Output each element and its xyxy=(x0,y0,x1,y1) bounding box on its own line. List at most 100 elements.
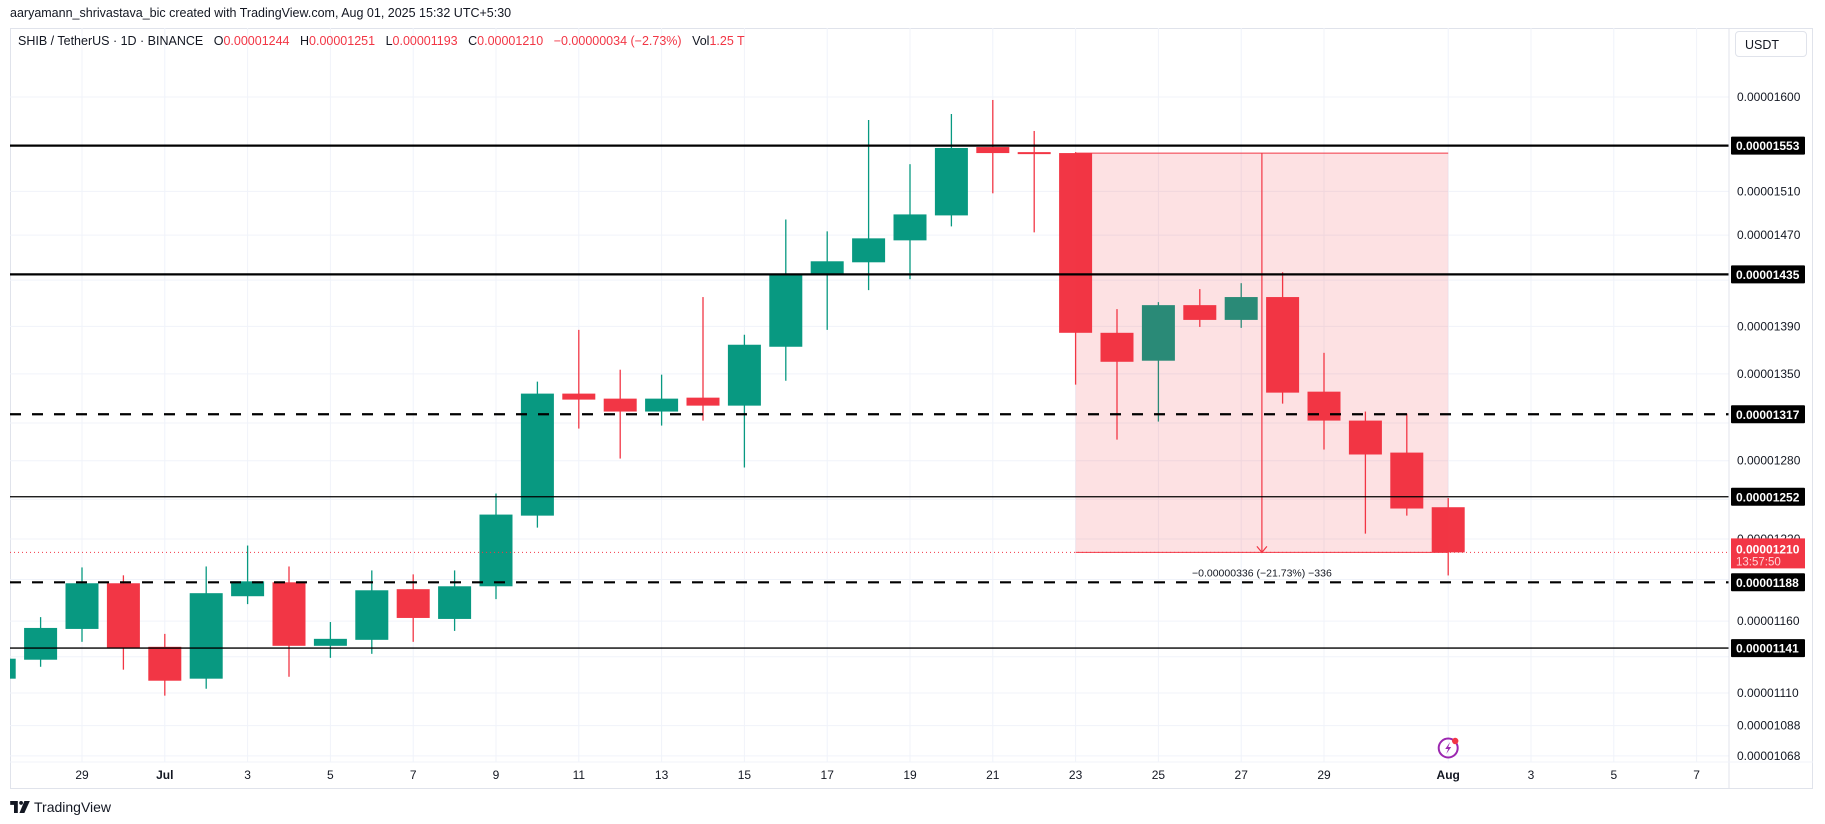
candle-body xyxy=(810,261,844,275)
candle-jul-2 xyxy=(189,566,223,689)
candle-body xyxy=(686,397,720,406)
current-price-tag xyxy=(1731,538,1805,569)
time-tick-label: 17 xyxy=(821,768,835,782)
candle-jul-27 xyxy=(1224,283,1258,328)
candle-body xyxy=(727,344,761,406)
candle-body xyxy=(189,593,223,679)
candle-jul-9 xyxy=(479,493,513,600)
time-tick-label: 13 xyxy=(655,768,669,782)
level-price-tag xyxy=(1731,405,1805,424)
time-tick-label: 5 xyxy=(327,768,334,782)
candle-jul-13 xyxy=(645,374,679,426)
time-tick-label: 29 xyxy=(75,768,89,782)
candle-series xyxy=(10,99,1465,696)
candle-body xyxy=(106,583,140,648)
candle-jul-7 xyxy=(396,574,430,642)
change-value: −0.00000034 (−2.73%) xyxy=(553,34,682,48)
price-tick-label: 0.00001160 xyxy=(1737,614,1800,628)
horizontal-levels[interactable] xyxy=(10,144,1729,649)
time-axis[interactable]: 29 Jul 3 5 7 9 11 13 15 17 19 21 23 25 27 29 Aug 3 5 7 xyxy=(10,761,1813,782)
price-tick-label: 0.00001350 xyxy=(1737,367,1801,381)
tradingview-logo[interactable]: TradingView xyxy=(10,799,111,815)
time-tick-label: 7 xyxy=(410,768,417,782)
time-tick-label: 27 xyxy=(1235,768,1249,782)
time-tick-label: Aug xyxy=(1437,768,1460,782)
tradingview-logo-icon xyxy=(10,801,30,813)
candle-jun-30 xyxy=(106,575,140,670)
price-range-label: −0.00000336 (−21.73%) −336 xyxy=(1192,567,1332,579)
price-tick-label: 0.00001088 xyxy=(1737,719,1801,733)
candle-body xyxy=(438,586,472,619)
candle-body xyxy=(1307,391,1341,421)
candle-jul-4 xyxy=(272,566,306,677)
level-price-tag-label: 0.00001141 xyxy=(1736,642,1799,656)
candle-body xyxy=(603,398,637,412)
time-tick-label: 9 xyxy=(493,768,500,782)
candle-body xyxy=(313,638,347,646)
bar-countdown: 13:57:50 xyxy=(1736,556,1781,568)
time-tick-label: 23 xyxy=(1069,768,1083,782)
candle-jul-15 xyxy=(727,334,761,468)
alert-icon[interactable] xyxy=(1437,737,1459,759)
candle-jul-25 xyxy=(1141,302,1175,422)
candle-jul-6 xyxy=(355,570,389,654)
candle-jul-19 xyxy=(893,164,927,280)
open-value: 0.00001244 xyxy=(223,34,290,48)
price-axis[interactable]: 0.00001600 0.00001510 0.00001470 0.00001390… xyxy=(1728,28,1805,789)
time-tick-label: 15 xyxy=(738,768,752,782)
notification-dot-icon xyxy=(1452,737,1459,745)
candle-jul-20 xyxy=(934,113,968,227)
candle-body xyxy=(1141,305,1175,361)
candle-body xyxy=(1224,297,1258,320)
time-tick-label: 21 xyxy=(986,768,1000,782)
candle-jul-8 xyxy=(438,570,472,631)
arrow-down-icon xyxy=(1256,546,1268,554)
lightning-circle-icon xyxy=(1437,737,1459,759)
candle-jul-11 xyxy=(562,329,596,429)
candle-jul-1 xyxy=(148,633,182,696)
candle-body xyxy=(10,658,16,679)
candle-jul-29 xyxy=(1307,352,1341,450)
close-value: 0.00001210 xyxy=(477,34,544,48)
symbol-title[interactable]: SHIB / TetherUS · 1D · BINANCE xyxy=(18,34,204,48)
low-label: L xyxy=(385,34,393,48)
high-label: H xyxy=(300,34,310,48)
open-label: O xyxy=(213,34,224,48)
candle-jun-27 xyxy=(10,658,16,679)
candle-jun-29 xyxy=(65,567,99,642)
price-tick-label: 0.00001390 xyxy=(1737,319,1801,333)
candle-body xyxy=(355,590,389,640)
candle-body xyxy=(1100,332,1134,362)
price-range-measure[interactable]: −0.00000336 (−21.73%) −336 xyxy=(1075,152,1449,579)
candle-body xyxy=(769,274,803,347)
high-value: 0.00001251 xyxy=(309,34,376,48)
candle-body xyxy=(65,583,99,629)
candle-body xyxy=(893,214,927,241)
time-tick-label: 3 xyxy=(244,768,251,782)
candle-jul-16 xyxy=(769,219,803,381)
price-tick-label: 0.00001600 xyxy=(1737,90,1801,104)
candle-body xyxy=(1183,305,1217,320)
level-price-tag-label: 0.00001317 xyxy=(1736,408,1800,422)
candle-body xyxy=(645,398,679,412)
close-label: C xyxy=(468,34,478,48)
volume-label: Vol xyxy=(692,34,710,48)
chart-panel xyxy=(10,28,1813,789)
lightning-bolt-icon xyxy=(1445,742,1452,754)
candle-jul-26 xyxy=(1183,289,1217,327)
time-tick-label: 19 xyxy=(903,768,917,782)
current-price-value: 0.00001210 xyxy=(1736,542,1800,556)
time-tick-label: 29 xyxy=(1317,768,1331,782)
time-tick-label: 11 xyxy=(573,768,586,782)
currency-button[interactable]: USDT xyxy=(1735,31,1807,57)
candle-body xyxy=(934,148,968,216)
candle-jul-23 xyxy=(1059,152,1093,385)
candle-jul-5 xyxy=(313,622,347,658)
candle-body xyxy=(1431,507,1465,553)
candle-body xyxy=(396,589,430,618)
price-tick-label: 0.00001110 xyxy=(1737,686,1799,700)
tradingview-brand: TradingView xyxy=(34,799,112,815)
chart-author-caption: aaryamann_shrivastava_bic created with T… xyxy=(10,6,512,20)
time-tick-label: 5 xyxy=(1610,768,1617,782)
